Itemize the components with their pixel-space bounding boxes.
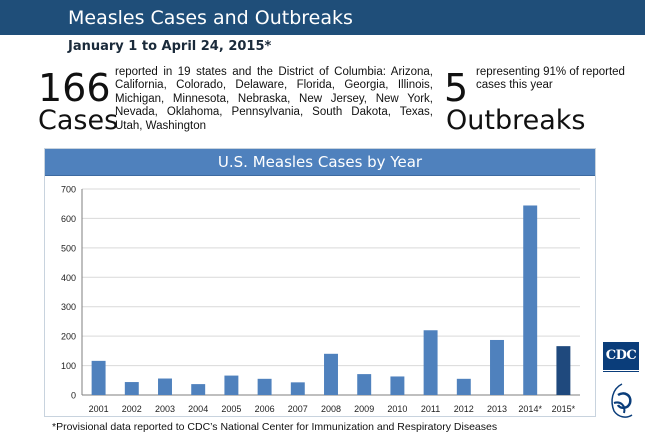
date-range-subtitle: January 1 to April 24, 2015* bbox=[68, 39, 272, 54]
bar-2012 bbox=[456, 378, 471, 395]
y-tick-label: 500 bbox=[61, 243, 76, 253]
outbreaks-label: Outbreaks bbox=[446, 105, 586, 136]
bar-2015-provisional bbox=[556, 346, 571, 395]
footnote: *Provisional data reported to CDC’s Nati… bbox=[52, 421, 498, 433]
y-tick-label: 600 bbox=[61, 214, 76, 224]
bar-2001 bbox=[91, 360, 106, 395]
bar-2003 bbox=[158, 378, 172, 395]
page-title: Measles Cases and Outbreaks bbox=[68, 7, 353, 29]
x-tick-label: 2011 bbox=[421, 404, 440, 414]
x-tick-label: 2010 bbox=[387, 404, 407, 414]
measles-chart: 0 100 200 300 400 500 600 700 2001 2002 2003 2004 20… bbox=[44, 148, 596, 417]
chart-title: U.S. Measles Cases by Year bbox=[217, 153, 423, 171]
bar-2006 bbox=[257, 378, 272, 395]
bar-2002 bbox=[124, 382, 139, 395]
cases-label: Cases bbox=[38, 105, 119, 136]
x-tick-label: 2006 bbox=[255, 404, 275, 414]
bar-2007 bbox=[290, 382, 305, 395]
y-tick-label: 700 bbox=[61, 185, 76, 195]
chart-plot: 0 100 200 300 400 500 600 700 2001 2002 2003 2004 20… bbox=[61, 185, 580, 414]
bar-2010 bbox=[390, 376, 405, 395]
bar-2005 bbox=[224, 375, 239, 395]
y-tick-label: 400 bbox=[61, 273, 76, 283]
x-tick-label: 2014* bbox=[518, 404, 542, 414]
outbreaks-count: 5 bbox=[444, 66, 469, 110]
bar-2009 bbox=[357, 374, 372, 395]
cdc-logo-underline bbox=[603, 371, 639, 376]
cdc-logo: CDC bbox=[603, 342, 639, 370]
x-tick-label: 2002 bbox=[122, 404, 142, 414]
bar-2013 bbox=[490, 339, 504, 395]
bar-2014-provisional bbox=[523, 205, 538, 395]
x-tick-label: 2007 bbox=[288, 404, 308, 414]
y-tick-label: 0 bbox=[71, 391, 76, 401]
x-tick-label: 2012 bbox=[454, 404, 474, 414]
cases-count: 166 bbox=[38, 66, 111, 110]
y-tick-label: 300 bbox=[61, 302, 76, 312]
x-tick-label: 2004 bbox=[188, 404, 208, 414]
title-banner: Measles Cases and Outbreaks bbox=[0, 0, 645, 35]
x-tick-label: 2009 bbox=[354, 404, 374, 414]
chart-header: U.S. Measles Cases by Year bbox=[45, 149, 595, 176]
bar-2011 bbox=[423, 330, 438, 395]
x-tick-label: 2003 bbox=[155, 404, 175, 414]
y-tick-label: 100 bbox=[61, 361, 76, 371]
x-tick-label: 2005 bbox=[221, 404, 241, 414]
hhs-seal-icon bbox=[611, 383, 633, 418]
x-tick-label: 2008 bbox=[321, 404, 341, 414]
x-tick-label: 2013 bbox=[487, 404, 507, 414]
bar-2004 bbox=[191, 384, 206, 395]
outbreaks-description: representing 91% of reported cases this … bbox=[476, 66, 625, 92]
x-tick-label: 2015* bbox=[552, 404, 576, 414]
y-tick-label: 200 bbox=[61, 332, 76, 342]
x-tick-label: 2001 bbox=[89, 404, 109, 414]
cases-description: reported in 19 states and the District o… bbox=[115, 66, 433, 132]
bar-2008 bbox=[324, 353, 338, 395]
